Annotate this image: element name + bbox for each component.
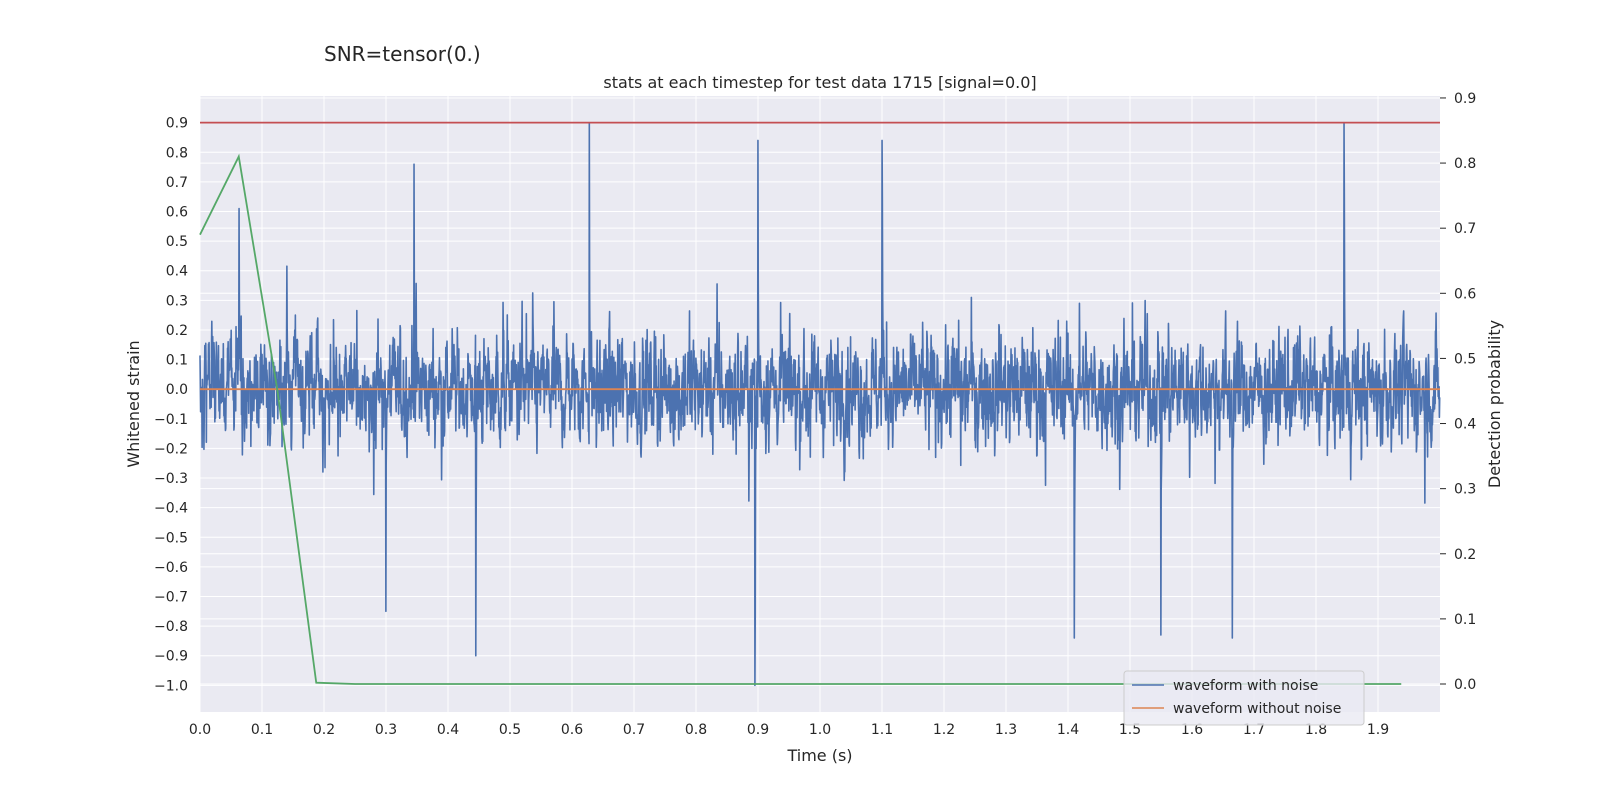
x-tick-label: 1.8 bbox=[1305, 722, 1327, 738]
x-tick-label: 1.9 bbox=[1367, 722, 1389, 738]
y-tick-label: −0.6 bbox=[154, 560, 188, 576]
x-tick-label: 0.8 bbox=[685, 722, 707, 738]
y2-tick-label: 0.3 bbox=[1454, 482, 1476, 498]
y-tick-label: −0.1 bbox=[154, 412, 188, 428]
series-layer bbox=[199, 121, 1441, 687]
x-tick-label: 1.2 bbox=[933, 722, 955, 738]
x-tick-label: 0.3 bbox=[375, 722, 397, 738]
legend-label-noise: waveform with noise bbox=[1173, 678, 1318, 694]
series-line-detection-probability bbox=[199, 153, 1402, 685]
x-axis-ticks: 0.0 0.1 0.2 0.3 0.4 0.5 0.6 0.7 0.8 0.9 1.0 1.1 1.2 1… bbox=[189, 722, 1389, 738]
suptitle: SNR=tensor(0.) bbox=[324, 42, 481, 66]
y2-tick-label: 0.6 bbox=[1454, 286, 1476, 302]
x-tick-label: 1.0 bbox=[809, 722, 831, 738]
y2-tick-label: 0.9 bbox=[1454, 91, 1476, 107]
x-tick-label: 1.6 bbox=[1181, 722, 1203, 738]
x-tick-label: 0.9 bbox=[747, 722, 769, 738]
y-tick-label: 0.6 bbox=[166, 205, 188, 221]
y-tick-label: −0.2 bbox=[154, 441, 188, 457]
y-tick-label: 0.1 bbox=[166, 353, 188, 369]
legend: waveform with noise waveform without noi… bbox=[1123, 670, 1365, 726]
x-tick-label: 1.5 bbox=[1119, 722, 1141, 738]
legend-box bbox=[1123, 670, 1365, 726]
y2-tick-label: 0.2 bbox=[1454, 547, 1476, 563]
x-tick-label: 1.7 bbox=[1243, 722, 1265, 738]
y2-axis-label: Detection probability bbox=[1485, 320, 1504, 488]
y2-tick-label: 0.8 bbox=[1454, 156, 1476, 172]
y2-tick-label: 0.5 bbox=[1454, 351, 1476, 367]
x-axis-label: Time (s) bbox=[786, 746, 852, 765]
x-tick-label: 0.0 bbox=[189, 722, 211, 738]
x-tick-label: 0.7 bbox=[623, 722, 645, 738]
y-tick-label: 0.5 bbox=[166, 234, 188, 250]
y-axis-ticks: 0.9 0.8 0.7 0.6 0.5 0.4 0.3 0.2 0.1 0.0 −0.1 −0.2 −0… bbox=[154, 116, 188, 695]
x-tick-label: 1.1 bbox=[871, 722, 893, 738]
y-tick-label: −0.4 bbox=[154, 501, 188, 517]
y-tick-label: 0.9 bbox=[166, 116, 188, 132]
y2-tick-label: 0.4 bbox=[1454, 417, 1476, 433]
y-tick-label: 0.0 bbox=[166, 382, 188, 398]
y-tick-label: −0.7 bbox=[154, 590, 188, 606]
x-tick-label: 0.1 bbox=[251, 722, 273, 738]
x-tick-label: 1.3 bbox=[995, 722, 1017, 738]
y2-axis-ticks: 0.9 0.8 0.7 0.6 0.5 0.4 0.3 0.2 0.1 0.0 bbox=[1440, 91, 1476, 693]
y-tick-label: −1.0 bbox=[154, 678, 188, 694]
y-tick-label: −0.8 bbox=[154, 619, 188, 635]
y2-tick-label: 0.1 bbox=[1454, 612, 1476, 628]
series-line-waveform-with-noise bbox=[199, 121, 1441, 687]
y2-tick-label: 0.0 bbox=[1454, 677, 1476, 693]
y-tick-label: −0.3 bbox=[154, 471, 188, 487]
legend-label-clean: waveform without noise bbox=[1173, 701, 1341, 717]
x-tick-label: 0.4 bbox=[437, 722, 459, 738]
x-tick-label: 0.2 bbox=[313, 722, 335, 738]
y-tick-label: 0.7 bbox=[166, 175, 188, 191]
y-tick-label: −0.5 bbox=[154, 530, 188, 546]
y-tick-label: −0.9 bbox=[154, 649, 188, 665]
chart-title: stats at each timestep for test data 171… bbox=[603, 73, 1036, 92]
x-tick-label: 0.5 bbox=[499, 722, 521, 738]
x-tick-label: 0.6 bbox=[561, 722, 583, 738]
x-tick-label: 1.4 bbox=[1057, 722, 1079, 738]
y-tick-label: 0.2 bbox=[166, 323, 188, 339]
y-tick-label: 0.8 bbox=[166, 145, 188, 161]
y2-tick-label: 0.7 bbox=[1454, 221, 1476, 237]
y-axis-label: Whitened strain bbox=[124, 340, 143, 467]
y-tick-label: 0.4 bbox=[166, 264, 188, 280]
y-tick-label: 0.3 bbox=[166, 293, 188, 309]
